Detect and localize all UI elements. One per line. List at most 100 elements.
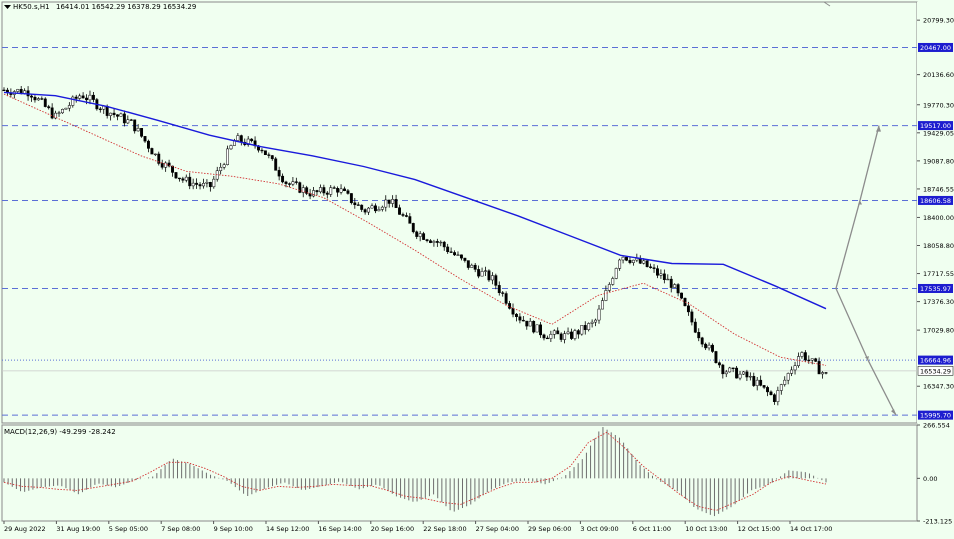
- candle-body: [136, 128, 140, 132]
- candle-body: [315, 190, 319, 193]
- candle-body: [711, 344, 714, 352]
- candle-body: [786, 373, 790, 381]
- candle-body: [508, 303, 512, 309]
- candle-body: [459, 254, 463, 259]
- candle-body: [85, 97, 88, 101]
- macd-label: MACD(12,26,9) -49.299 -28.242: [4, 428, 116, 436]
- candle-body: [71, 96, 75, 106]
- price-level-tag: [918, 410, 953, 420]
- candle-body: [649, 266, 653, 268]
- candle-body: [312, 190, 315, 197]
- candle-body: [384, 199, 388, 208]
- x-tick-label: 31 Aug 19:00: [56, 525, 100, 533]
- candle-body: [167, 162, 171, 167]
- candle-body: [181, 178, 185, 181]
- candle-body: [721, 364, 725, 375]
- candle-body: [790, 369, 794, 374]
- candle-body: [666, 278, 670, 281]
- candle-body: [133, 119, 137, 132]
- candle-body: [105, 106, 109, 116]
- candle-body: [126, 119, 130, 124]
- candle-body: [153, 153, 157, 156]
- candle-body: [707, 344, 711, 349]
- candle-body: [793, 365, 797, 371]
- price-level-label: 20467.00: [920, 44, 951, 52]
- candle-body: [652, 267, 656, 269]
- candle-body: [246, 138, 250, 145]
- candle-body: [16, 89, 20, 92]
- candle-body: [759, 379, 763, 386]
- candle-body: [669, 278, 673, 288]
- candle-body: [473, 264, 477, 270]
- candle-body: [411, 223, 415, 233]
- price-level-tag: [918, 121, 953, 131]
- candle-body: [36, 98, 40, 101]
- ohlc-header: 16414.01 16542.29 16378.29 16534.29: [56, 3, 196, 11]
- candle-body: [680, 292, 683, 299]
- candle-body: [380, 206, 384, 210]
- candle-body: [803, 352, 807, 361]
- price-level-label: 18606.58: [920, 197, 951, 205]
- x-tick-label: 3 Oct 09:00: [580, 525, 618, 533]
- candle-body: [535, 324, 539, 333]
- candle-body: [339, 188, 343, 193]
- y-tick-label: 17376.30: [923, 298, 954, 306]
- symbol-dropdown-icon[interactable]: [4, 5, 11, 9]
- macd-y-tick-label: 0.00: [923, 475, 937, 483]
- y-tick-label: 19087.80: [923, 157, 954, 165]
- candle-body: [343, 188, 346, 191]
- candle-body: [738, 373, 742, 379]
- y-tick-label: 17717.55: [923, 270, 954, 278]
- candle-body: [817, 361, 821, 375]
- candle-body: [532, 320, 536, 333]
- candle-body: [325, 192, 329, 195]
- candle-body: [490, 275, 494, 281]
- candle-body: [198, 184, 202, 187]
- candle-body: [683, 297, 687, 307]
- y-tick-label: 17029.80: [923, 327, 954, 335]
- candle-body: [401, 214, 405, 216]
- candle-body: [470, 264, 474, 268]
- x-tick-label: 14 Sep 12:00: [266, 525, 309, 533]
- candle-body: [432, 241, 436, 243]
- candle-body: [704, 343, 708, 349]
- candle-body: [112, 112, 116, 115]
- price-level-tag: [918, 195, 953, 205]
- offscreen-arrow: [823, 1, 831, 7]
- candle-body: [205, 182, 209, 184]
- candle-body: [30, 95, 33, 98]
- candle-body: [422, 233, 426, 240]
- candle-body: [346, 190, 350, 194]
- current-price-tag: [917, 366, 954, 376]
- candle-body: [783, 379, 787, 385]
- candle-body: [717, 362, 721, 366]
- x-tick-label: 22 Sep 18:00: [423, 525, 466, 533]
- candle-body: [274, 158, 278, 171]
- price-level-label: 16664.96: [920, 357, 951, 365]
- candle-body: [449, 251, 453, 253]
- candle-body: [518, 316, 522, 321]
- candle-body: [2, 89, 6, 92]
- candle-body: [353, 202, 357, 205]
- candle-body: [250, 138, 254, 142]
- candle-body: [78, 95, 82, 99]
- candle-body: [686, 305, 690, 313]
- candle-body: [140, 128, 144, 137]
- candle-body: [618, 259, 622, 269]
- candle-body: [219, 167, 223, 171]
- price-level-label: 15995.70: [920, 412, 951, 420]
- candle-body: [377, 209, 381, 212]
- candle-body: [208, 182, 212, 188]
- moving-average-slow: [3, 91, 827, 310]
- candle-body: [807, 359, 811, 362]
- candle-body: [229, 145, 233, 150]
- candle-body: [456, 254, 460, 256]
- candle-body: [277, 170, 281, 177]
- candle-body: [418, 233, 422, 237]
- y-tick-label: 18058.80: [923, 242, 954, 250]
- candle-body: [102, 106, 106, 110]
- candle-body: [693, 321, 697, 333]
- candle-body: [356, 204, 360, 206]
- candle-body: [442, 241, 446, 248]
